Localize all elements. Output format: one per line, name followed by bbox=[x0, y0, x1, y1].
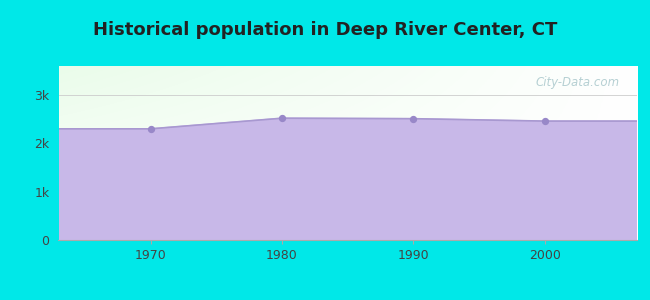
Point bbox=[146, 126, 156, 131]
Polygon shape bbox=[58, 118, 637, 240]
Point bbox=[408, 116, 419, 121]
Text: City-Data.com: City-Data.com bbox=[536, 76, 619, 89]
Text: Historical population in Deep River Center, CT: Historical population in Deep River Cent… bbox=[93, 21, 557, 39]
Point bbox=[277, 116, 287, 121]
Point bbox=[540, 119, 550, 124]
